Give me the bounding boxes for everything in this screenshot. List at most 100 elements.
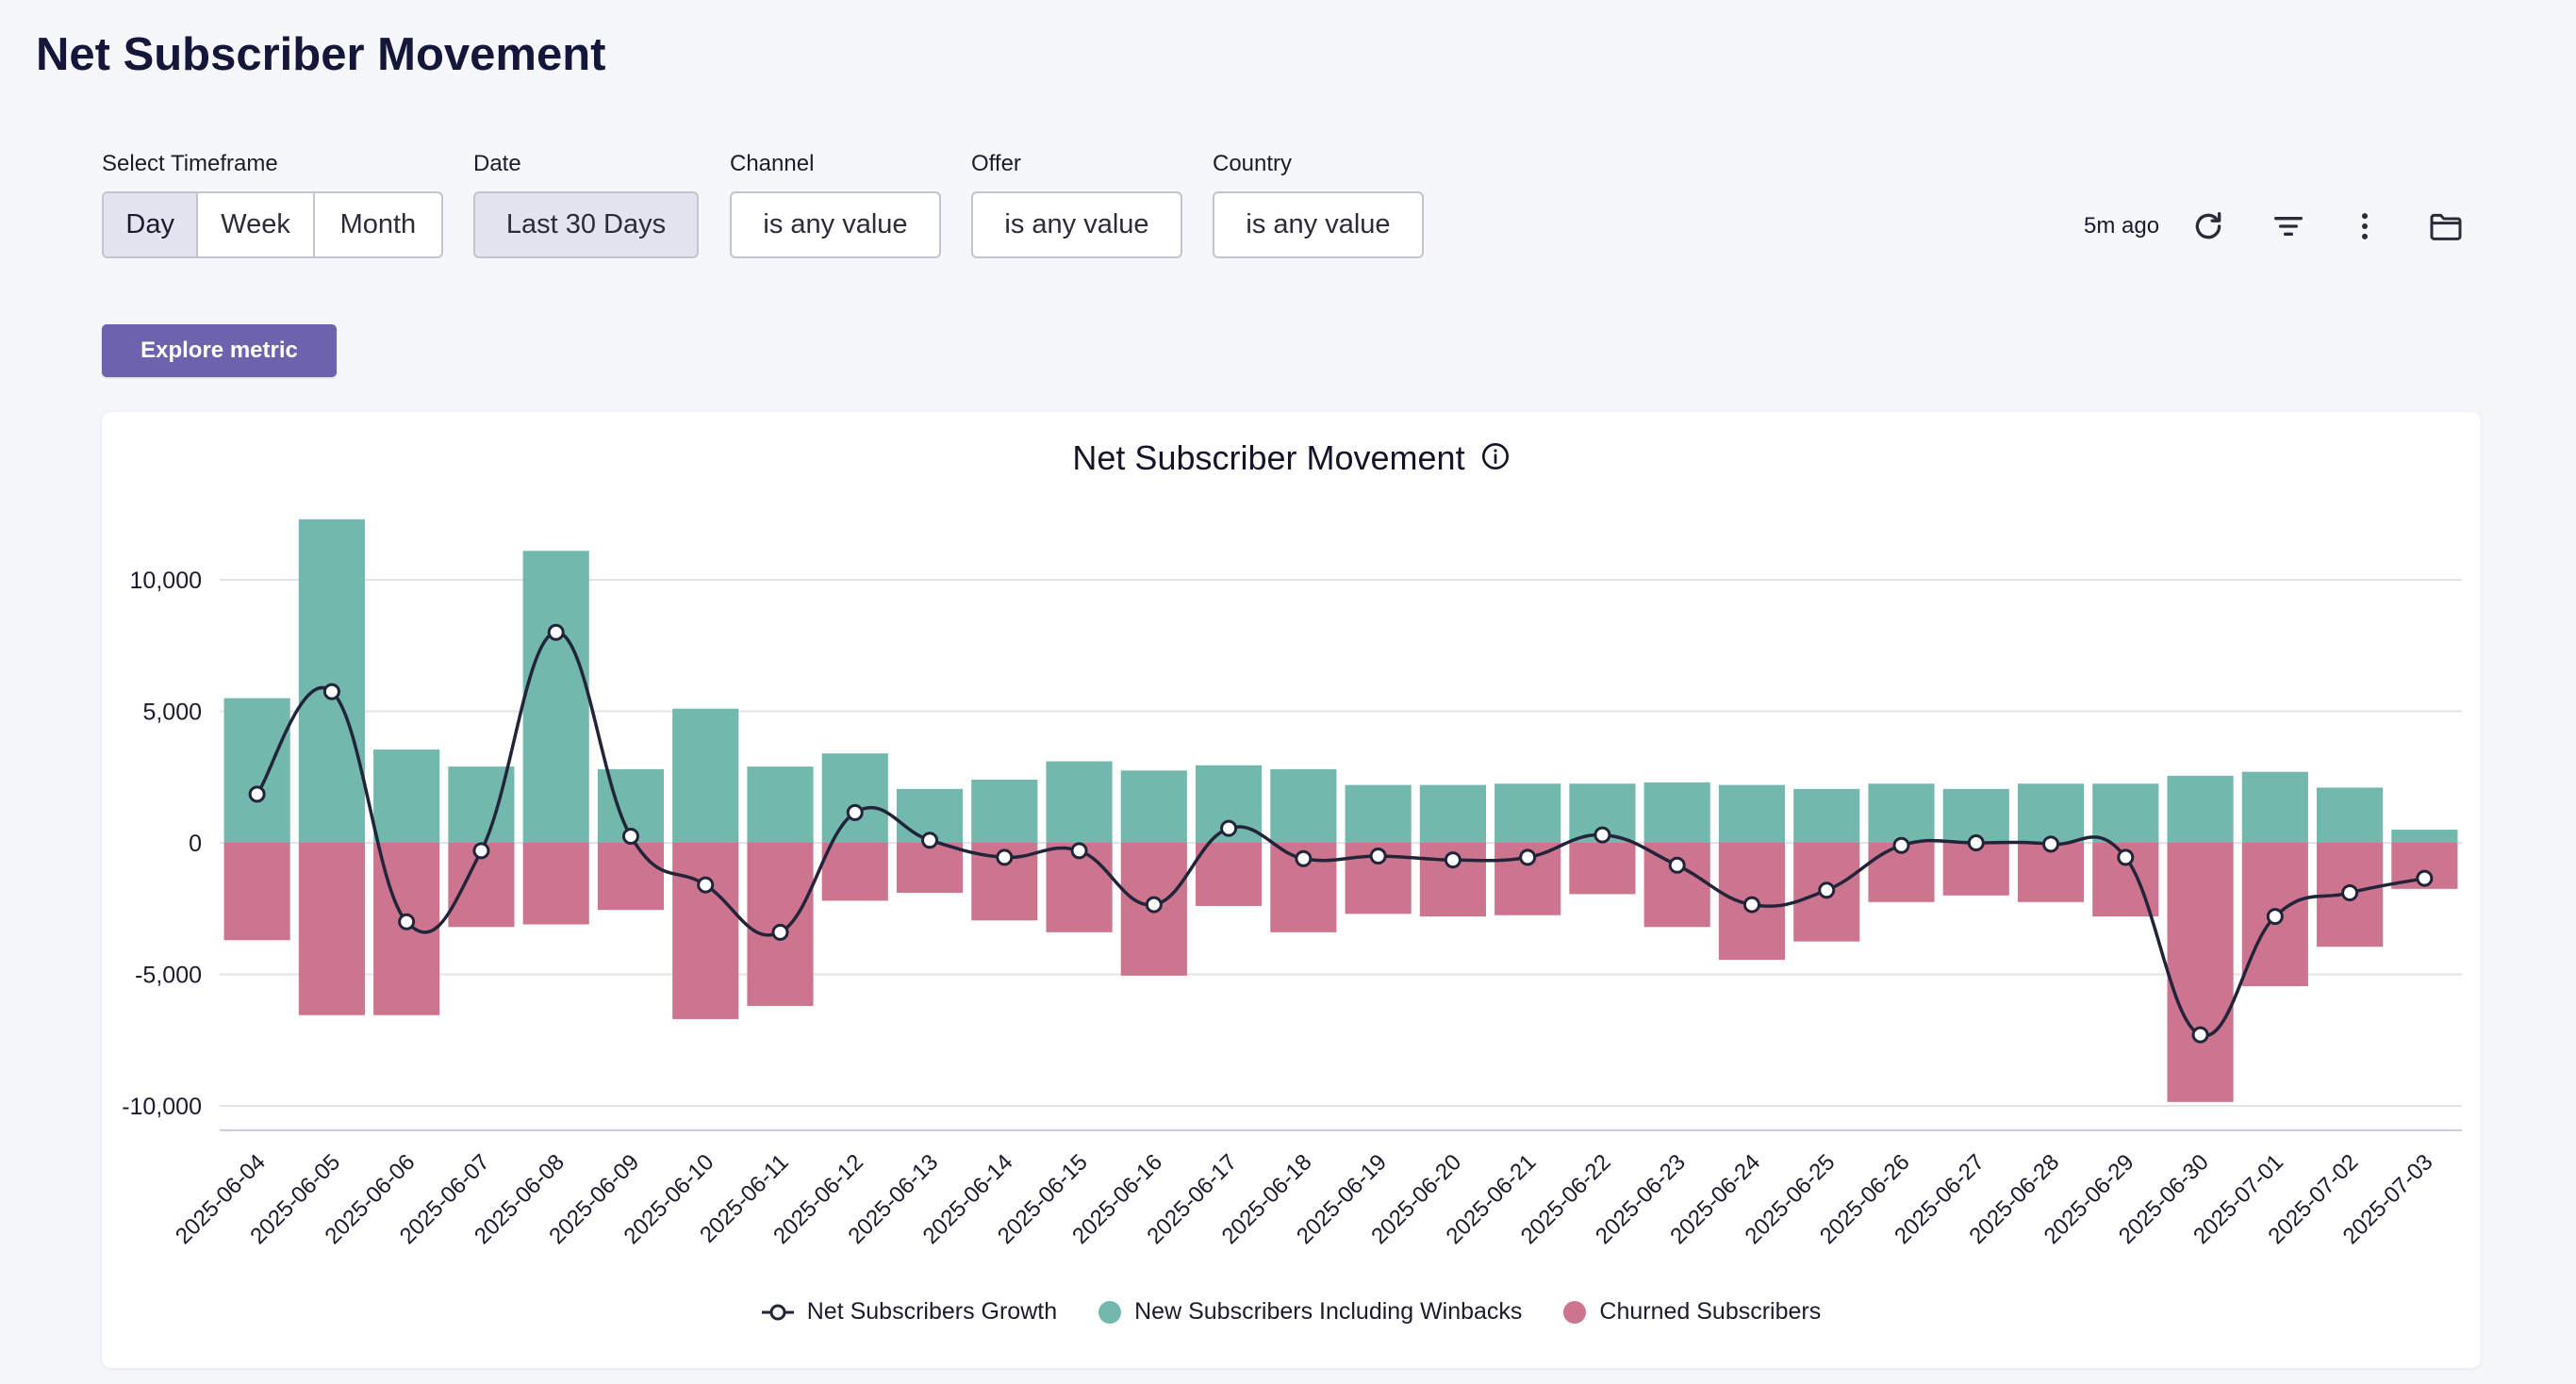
bar-churned-subscribers	[2167, 843, 2234, 1102]
bar-new-subscribers	[522, 551, 589, 843]
timeframe-label: Select Timeframe	[102, 151, 278, 176]
net-growth-point	[248, 785, 266, 803]
bar-churned-subscribers	[1569, 843, 1636, 895]
net-growth-point	[1295, 849, 1313, 867]
legend-dot-icon	[1563, 1300, 1587, 1324]
page-title: Net Subscriber Movement	[36, 29, 606, 80]
net-growth-point	[322, 683, 340, 700]
legend-label: Churned Subscribers	[1599, 1298, 1822, 1325]
last-updated-text: 5m ago	[2084, 213, 2160, 239]
channel-dropdown[interactable]: is any value	[730, 191, 941, 258]
legend-item-net-growth[interactable]: Net Subscribers Growth	[761, 1298, 1057, 1326]
net-growth-line	[256, 631, 2425, 1038]
bar-new-subscribers	[298, 519, 365, 843]
net-growth-point	[621, 828, 639, 846]
net-growth-point	[1818, 881, 1836, 899]
bar-new-subscribers	[2317, 787, 2384, 843]
offer-filter: Offer is any value	[971, 151, 1182, 258]
legend-item-new-subscribers[interactable]: New Subscribers Including Winbacks	[1098, 1298, 1522, 1326]
net-growth-point	[921, 832, 939, 849]
bar-new-subscribers	[1942, 788, 2009, 843]
bar-new-subscribers	[2167, 775, 2234, 843]
net-growth-point	[2416, 869, 2434, 887]
net-growth-point	[472, 842, 490, 860]
bar-churned-subscribers	[522, 843, 589, 925]
info-icon[interactable]	[1480, 441, 1511, 476]
date-label: Date	[473, 151, 521, 176]
y-tick-label: 5,000	[142, 700, 202, 726]
explore-metric-button[interactable]: Explore metric	[102, 324, 337, 377]
net-growth-point	[1519, 849, 1537, 866]
legend-item-churned-subscribers[interactable]: Churned Subscribers	[1563, 1298, 1821, 1326]
bar-churned-subscribers	[223, 843, 290, 941]
bar-churned-subscribers	[298, 843, 365, 1015]
net-growth-point	[996, 849, 1014, 866]
net-growth-point	[1668, 856, 1686, 874]
net-growth-point	[2341, 884, 2359, 902]
bar-churned-subscribers	[672, 843, 739, 1019]
net-growth-point	[846, 803, 864, 821]
bar-new-subscribers	[1120, 770, 1187, 843]
timeframe-segmented-control: Day Week Month	[102, 191, 443, 258]
net-growth-point	[1967, 834, 1985, 851]
offer-label: Offer	[971, 151, 1021, 176]
legend-dot-icon	[1098, 1300, 1122, 1324]
net-growth-point	[398, 913, 416, 931]
bar-new-subscribers	[1419, 784, 1486, 843]
country-label: Country	[1213, 151, 1293, 176]
country-dropdown[interactable]: is any value	[1213, 191, 1424, 258]
timeframe-filter: Select Timeframe Day Week Month	[102, 151, 443, 258]
date-filter: Date Last 30 Days	[473, 151, 699, 258]
timeframe-month-button[interactable]: Month	[339, 209, 417, 239]
bar-churned-subscribers	[821, 843, 888, 901]
net-growth-point	[1742, 896, 1760, 914]
bar-new-subscribers	[2092, 783, 2159, 843]
channel-filter: Channel is any value	[730, 151, 941, 258]
net-growth-point	[1070, 842, 1088, 860]
bar-new-subscribers	[1270, 768, 1337, 843]
bar-new-subscribers	[1643, 782, 1710, 843]
net-growth-point	[2191, 1026, 2209, 1044]
timeframe-week-button[interactable]: Week	[198, 193, 315, 256]
bar-new-subscribers	[1345, 784, 1412, 843]
bar-new-subscribers	[1793, 788, 1860, 843]
bar-new-subscribers	[971, 780, 1038, 843]
net-growth-point	[1145, 896, 1163, 914]
net-growth-point	[1444, 851, 1461, 869]
refresh-icon[interactable]	[2189, 207, 2227, 245]
bar-churned-subscribers	[1643, 843, 1710, 928]
net-growth-point	[2042, 835, 2060, 853]
bar-new-subscribers	[747, 766, 814, 843]
timeframe-day-button[interactable]: Day	[104, 193, 199, 256]
chart-legend: Net Subscribers Growth New Subscribers I…	[102, 1298, 2481, 1326]
bar-churned-subscribers	[1942, 843, 2009, 896]
channel-label: Channel	[730, 151, 815, 176]
net-growth-point	[1593, 826, 1611, 844]
bar-new-subscribers	[2241, 771, 2308, 843]
offer-dropdown[interactable]: is any value	[971, 191, 1182, 258]
net-growth-point	[771, 923, 789, 941]
net-growth-point	[547, 623, 565, 641]
net-growth-point	[2266, 908, 2284, 926]
bar-new-subscribers	[821, 753, 888, 843]
bar-new-subscribers	[2017, 783, 2085, 843]
filter-icon[interactable]	[2270, 207, 2307, 245]
legend-line-marker-icon	[761, 1304, 794, 1320]
bar-new-subscribers	[1494, 783, 1561, 843]
more-vertical-icon[interactable]	[2346, 207, 2384, 245]
bar-churned-subscribers	[2017, 843, 2085, 902]
country-filter: Country is any value	[1213, 151, 1424, 258]
bar-new-subscribers	[223, 698, 290, 843]
legend-label: New Subscribers Including Winbacks	[1134, 1298, 1523, 1325]
bar-new-subscribers	[1718, 784, 1786, 843]
y-tick-label: 0	[189, 831, 202, 857]
y-tick-label: -10,000	[122, 1094, 202, 1120]
bar-new-subscribers	[1046, 761, 1113, 843]
net-growth-point	[1220, 819, 1238, 837]
folder-icon[interactable]	[2427, 207, 2465, 245]
date-dropdown[interactable]: Last 30 Days	[473, 191, 699, 258]
bar-churned-subscribers	[597, 843, 665, 911]
net-growth-point	[697, 876, 715, 894]
chart-canvas: 10,0005,0000-5,000-10,0002025-06-042025-…	[122, 519, 2462, 1249]
net-growth-point	[1892, 836, 1910, 854]
